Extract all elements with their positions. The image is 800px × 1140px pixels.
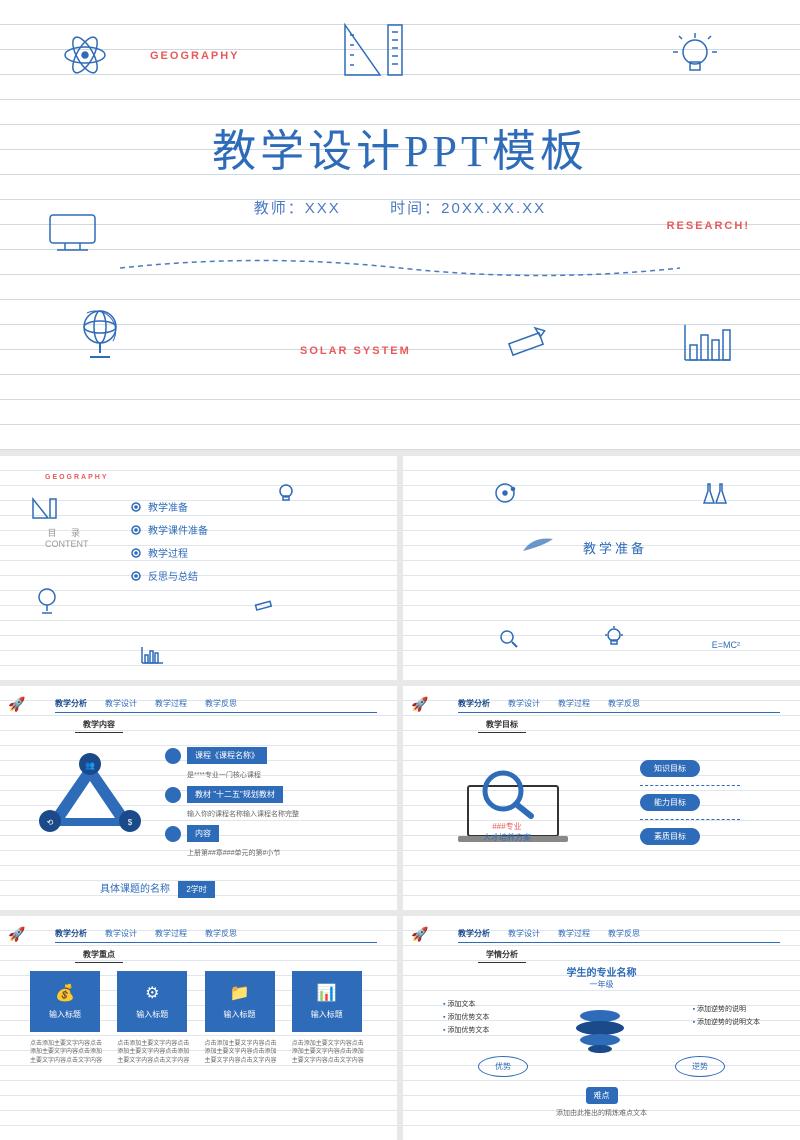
lb-3: 添加优势文本 <box>443 1025 489 1035</box>
goal-1: 知识目标 <box>640 760 700 777</box>
pencil-small <box>252 596 277 616</box>
triangle-diagram: 👥 $ ⟲ <box>30 746 150 846</box>
geography-label-small: GEOGRAPHY <box>45 474 109 481</box>
lb-2: 添加优势文本 <box>443 1012 489 1022</box>
toc-en: CONTENT <box>45 539 89 549</box>
advantage: 优势 <box>478 1056 528 1077</box>
disadvantage: 逆势 <box>675 1056 725 1077</box>
bulb-small <box>275 481 297 506</box>
keypoints-slide: 🚀 教学分析教学设计教学过程教学反思 教学重点 💰输入标题点击添加主要文字内容点… <box>0 916 397 1140</box>
plan-prefix: ###专业 <box>483 821 531 832</box>
subtab: 教学重点 <box>75 947 123 963</box>
chart-small <box>140 645 165 665</box>
subtab: 教学目标 <box>478 717 526 733</box>
atom-icon <box>60 30 110 80</box>
globe-small <box>35 586 60 616</box>
textbook-row: 教材 "十二五"规划教材 <box>165 786 382 803</box>
card-3: 📁输入标题点击添加主要文字内容点击添加主要文字内容点击添加主要文字内容点击文字内… <box>205 971 280 1065</box>
topic: 具体课题的名称 <box>100 884 170 895</box>
nav-tabs: 教学分析教学设计教学过程教学反思 <box>458 928 780 943</box>
major: 学生的专业名称 <box>403 964 800 979</box>
goal-3: 素质目标 <box>640 828 700 845</box>
monitor-icon <box>45 210 100 255</box>
orbit-icon <box>493 481 518 506</box>
title-slide: GEOGRAPHY 教学设计PPT模板 教师：XXX 时间：20XX.XX.XX… <box>0 0 800 450</box>
difficulty: 难点 <box>586 1087 618 1104</box>
toc-slide: GEOGRAPHY 目 录 CONTENT 教学准备 教学课件准备 教学过程 反… <box>0 456 397 680</box>
rocket-icon: 🚀 <box>8 696 25 713</box>
sphere-icon <box>573 1001 628 1056</box>
pencil-icon <box>500 320 555 370</box>
feather-icon <box>518 531 558 556</box>
formula: E=MC² <box>712 640 740 650</box>
ruler-triangle-icon <box>340 20 410 80</box>
lb-1: 添加文本 <box>443 999 489 1009</box>
goals-slide: 🚀 教学分析教学设计教学过程教学反思 教学目标 ###专业 人才培养方案 知识目… <box>403 686 800 910</box>
svg-text:👥: 👥 <box>85 761 95 770</box>
triangle-ruler-small <box>30 496 58 521</box>
goal-2: 能力目标 <box>640 794 700 811</box>
flask-icon <box>700 481 730 506</box>
research-label: RESEARCH! <box>667 220 750 232</box>
rocket-icon: 🚀 <box>8 926 25 943</box>
toc-item-4: 反思与总结 <box>130 568 208 583</box>
subtab: 学情分析 <box>478 947 526 963</box>
bulb-icon-2 <box>603 625 625 650</box>
svg-text:⟲: ⟲ <box>47 818 54 827</box>
card-2: ⚙输入标题点击添加主要文字内容点击添加主要文字内容点击添加主要文字内容点击文字内… <box>117 971 192 1065</box>
magnifier-icon <box>498 628 520 650</box>
card-1: 💰输入标题点击添加主要文字内容点击添加主要文字内容点击添加主要文字内容点击文字内… <box>30 971 105 1065</box>
subtitle: 教师：XXX 时间：20XX.XX.XX <box>0 197 800 218</box>
main-title: 教学设计PPT模板 <box>0 115 800 179</box>
card-4: 📊输入标题点击添加主要文字内容点击添加主要文字内容点击添加主要文字内容点击文字内… <box>292 971 367 1065</box>
toc-item-3: 教学过程 <box>130 545 208 560</box>
hours: 2学时 <box>178 881 214 898</box>
rb-1: 添加逆势的说明 <box>693 1004 760 1014</box>
nav-tabs: 教学分析教学设计教学过程教学反思 <box>55 928 377 943</box>
toc-item-2: 教学课件准备 <box>130 522 208 537</box>
barchart-icon <box>680 320 735 365</box>
nav-tabs: 教学分析教学设计教学过程教学反思 <box>458 698 780 713</box>
toc-cn: 目 录 <box>45 526 89 539</box>
rocket-icon: 🚀 <box>411 926 428 943</box>
difficulty-desc: 添加由此推出的精炼难点文本 <box>403 1108 800 1118</box>
course-row: 课程《课程名称》 <box>165 747 382 764</box>
section-slide: 教学准备 E=MC² <box>403 456 800 680</box>
time-label: 时间：20XX.XX.XX <box>390 200 546 217</box>
section-title: 教学准备 <box>583 538 647 557</box>
plan: 人才培养方案 <box>483 832 531 843</box>
lightbulb-icon <box>670 30 720 85</box>
toc-item-1: 教学准备 <box>130 499 208 514</box>
nav-tabs: 教学分析教学设计教学过程教学反思 <box>55 698 377 713</box>
analysis-slide: 🚀 教学分析教学设计教学过程教学反思 学情分析 学生的专业名称 一年级 添加文本… <box>403 916 800 1140</box>
solar-label: SOLAR SYSTEM <box>300 345 411 357</box>
dashed-wave <box>120 258 680 278</box>
teacher-label: 教师：XXX <box>254 200 341 217</box>
svg-text:$: $ <box>128 818 133 827</box>
subtab: 教学内容 <box>75 717 123 733</box>
rocket-icon: 🚀 <box>411 696 428 713</box>
grade: 一年级 <box>403 979 800 990</box>
geography-label: GEOGRAPHY <box>150 50 240 62</box>
rb-2: 添加逆势的说明文本 <box>693 1017 760 1027</box>
content-row: 内容 <box>165 825 382 842</box>
content-slide: 🚀 教学分析教学设计教学过程教学反思 教学内容 👥$⟲ 课程《课程名称》 是**… <box>0 686 397 910</box>
globe-icon <box>75 305 125 365</box>
